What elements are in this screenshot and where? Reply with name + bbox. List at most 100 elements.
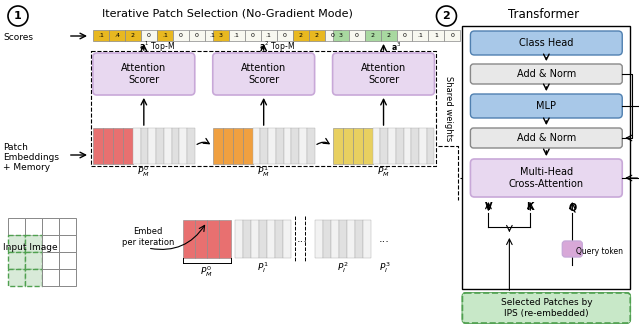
FancyBboxPatch shape (42, 269, 59, 286)
FancyBboxPatch shape (315, 220, 323, 258)
Text: 2: 2 (131, 33, 135, 38)
Text: Embeddings: Embeddings (3, 154, 59, 163)
Text: Input Image: Input Image (3, 244, 58, 252)
Circle shape (8, 6, 28, 26)
FancyBboxPatch shape (8, 252, 25, 269)
FancyBboxPatch shape (93, 30, 109, 41)
FancyBboxPatch shape (429, 30, 444, 41)
Text: 0: 0 (179, 33, 182, 38)
FancyBboxPatch shape (363, 220, 371, 258)
Text: Attention
Scorer: Attention Scorer (361, 63, 406, 85)
FancyBboxPatch shape (172, 128, 179, 164)
FancyBboxPatch shape (93, 53, 195, 95)
FancyBboxPatch shape (195, 220, 207, 258)
Text: $\mathbf{a}^3$: $\mathbf{a}^3$ (392, 41, 402, 53)
FancyBboxPatch shape (470, 159, 622, 197)
Text: $P_I^3$: $P_I^3$ (379, 260, 390, 275)
Text: 0: 0 (195, 33, 198, 38)
FancyBboxPatch shape (396, 128, 403, 164)
FancyBboxPatch shape (353, 128, 363, 164)
Text: 3: 3 (339, 33, 342, 38)
Text: $P_M^1$: $P_M^1$ (257, 165, 270, 179)
FancyBboxPatch shape (141, 128, 148, 164)
FancyBboxPatch shape (123, 128, 133, 164)
FancyBboxPatch shape (243, 220, 251, 258)
FancyBboxPatch shape (8, 218, 25, 235)
Text: .1: .1 (162, 33, 168, 38)
Text: Scores: Scores (3, 33, 33, 42)
Text: .4: .4 (114, 33, 120, 38)
FancyBboxPatch shape (259, 220, 267, 258)
FancyBboxPatch shape (205, 30, 221, 41)
Text: 2: 2 (371, 33, 374, 38)
FancyBboxPatch shape (25, 235, 42, 252)
FancyBboxPatch shape (308, 30, 324, 41)
FancyBboxPatch shape (59, 269, 76, 286)
FancyBboxPatch shape (355, 220, 363, 258)
FancyBboxPatch shape (267, 220, 275, 258)
Text: ...: ... (379, 234, 390, 244)
FancyBboxPatch shape (212, 128, 223, 164)
FancyBboxPatch shape (463, 293, 630, 323)
FancyBboxPatch shape (235, 220, 243, 258)
Text: 2: 2 (387, 33, 390, 38)
FancyBboxPatch shape (403, 128, 412, 164)
FancyBboxPatch shape (260, 128, 268, 164)
Text: Add & Norm: Add & Norm (516, 69, 576, 79)
Text: ...: ... (297, 234, 308, 244)
Text: Add & Norm: Add & Norm (516, 133, 576, 143)
FancyBboxPatch shape (563, 241, 582, 257)
Circle shape (436, 6, 456, 26)
FancyBboxPatch shape (299, 128, 307, 164)
Text: .1: .1 (266, 33, 271, 38)
FancyBboxPatch shape (365, 30, 381, 41)
Text: Attention
Scorer: Attention Scorer (121, 63, 166, 85)
FancyBboxPatch shape (275, 220, 283, 258)
Text: Class Head: Class Head (519, 38, 573, 48)
FancyBboxPatch shape (212, 30, 228, 41)
Text: Embed
per iteration: Embed per iteration (122, 227, 174, 247)
FancyBboxPatch shape (381, 30, 397, 41)
FancyBboxPatch shape (42, 252, 59, 269)
Text: Transformer: Transformer (508, 7, 579, 20)
FancyBboxPatch shape (292, 30, 308, 41)
FancyBboxPatch shape (141, 30, 157, 41)
Text: $P_M^0$: $P_M^0$ (138, 165, 150, 179)
Text: 2: 2 (299, 33, 303, 38)
FancyBboxPatch shape (42, 218, 59, 235)
FancyBboxPatch shape (228, 30, 244, 41)
FancyBboxPatch shape (133, 128, 141, 164)
FancyBboxPatch shape (179, 128, 187, 164)
Text: 1: 1 (435, 33, 438, 38)
FancyBboxPatch shape (125, 30, 141, 41)
Text: 0: 0 (451, 33, 454, 38)
FancyBboxPatch shape (397, 30, 413, 41)
FancyBboxPatch shape (339, 220, 347, 258)
Text: 0: 0 (251, 33, 255, 38)
FancyBboxPatch shape (8, 235, 25, 252)
Text: MLP: MLP (536, 101, 556, 111)
Text: $P_M^2$: $P_M^2$ (377, 165, 390, 179)
FancyBboxPatch shape (189, 30, 205, 41)
Text: 0: 0 (355, 33, 358, 38)
FancyBboxPatch shape (173, 30, 189, 41)
FancyBboxPatch shape (253, 128, 260, 164)
FancyBboxPatch shape (349, 30, 365, 41)
Text: K: K (527, 202, 534, 212)
FancyBboxPatch shape (59, 235, 76, 252)
Text: .1: .1 (234, 33, 239, 38)
Text: 1: 1 (14, 11, 22, 21)
FancyBboxPatch shape (470, 31, 622, 55)
FancyBboxPatch shape (380, 128, 388, 164)
Text: Shared weights: Shared weights (444, 76, 453, 141)
Text: 2: 2 (315, 33, 319, 38)
FancyBboxPatch shape (260, 30, 276, 41)
FancyBboxPatch shape (148, 128, 156, 164)
Text: Multi-Head
Cross-Attention: Multi-Head Cross-Attention (509, 167, 584, 189)
FancyBboxPatch shape (444, 30, 460, 41)
FancyBboxPatch shape (470, 64, 622, 84)
Text: 2: 2 (443, 11, 451, 21)
FancyBboxPatch shape (331, 220, 339, 258)
FancyBboxPatch shape (113, 128, 123, 164)
Text: 3: 3 (219, 33, 223, 38)
